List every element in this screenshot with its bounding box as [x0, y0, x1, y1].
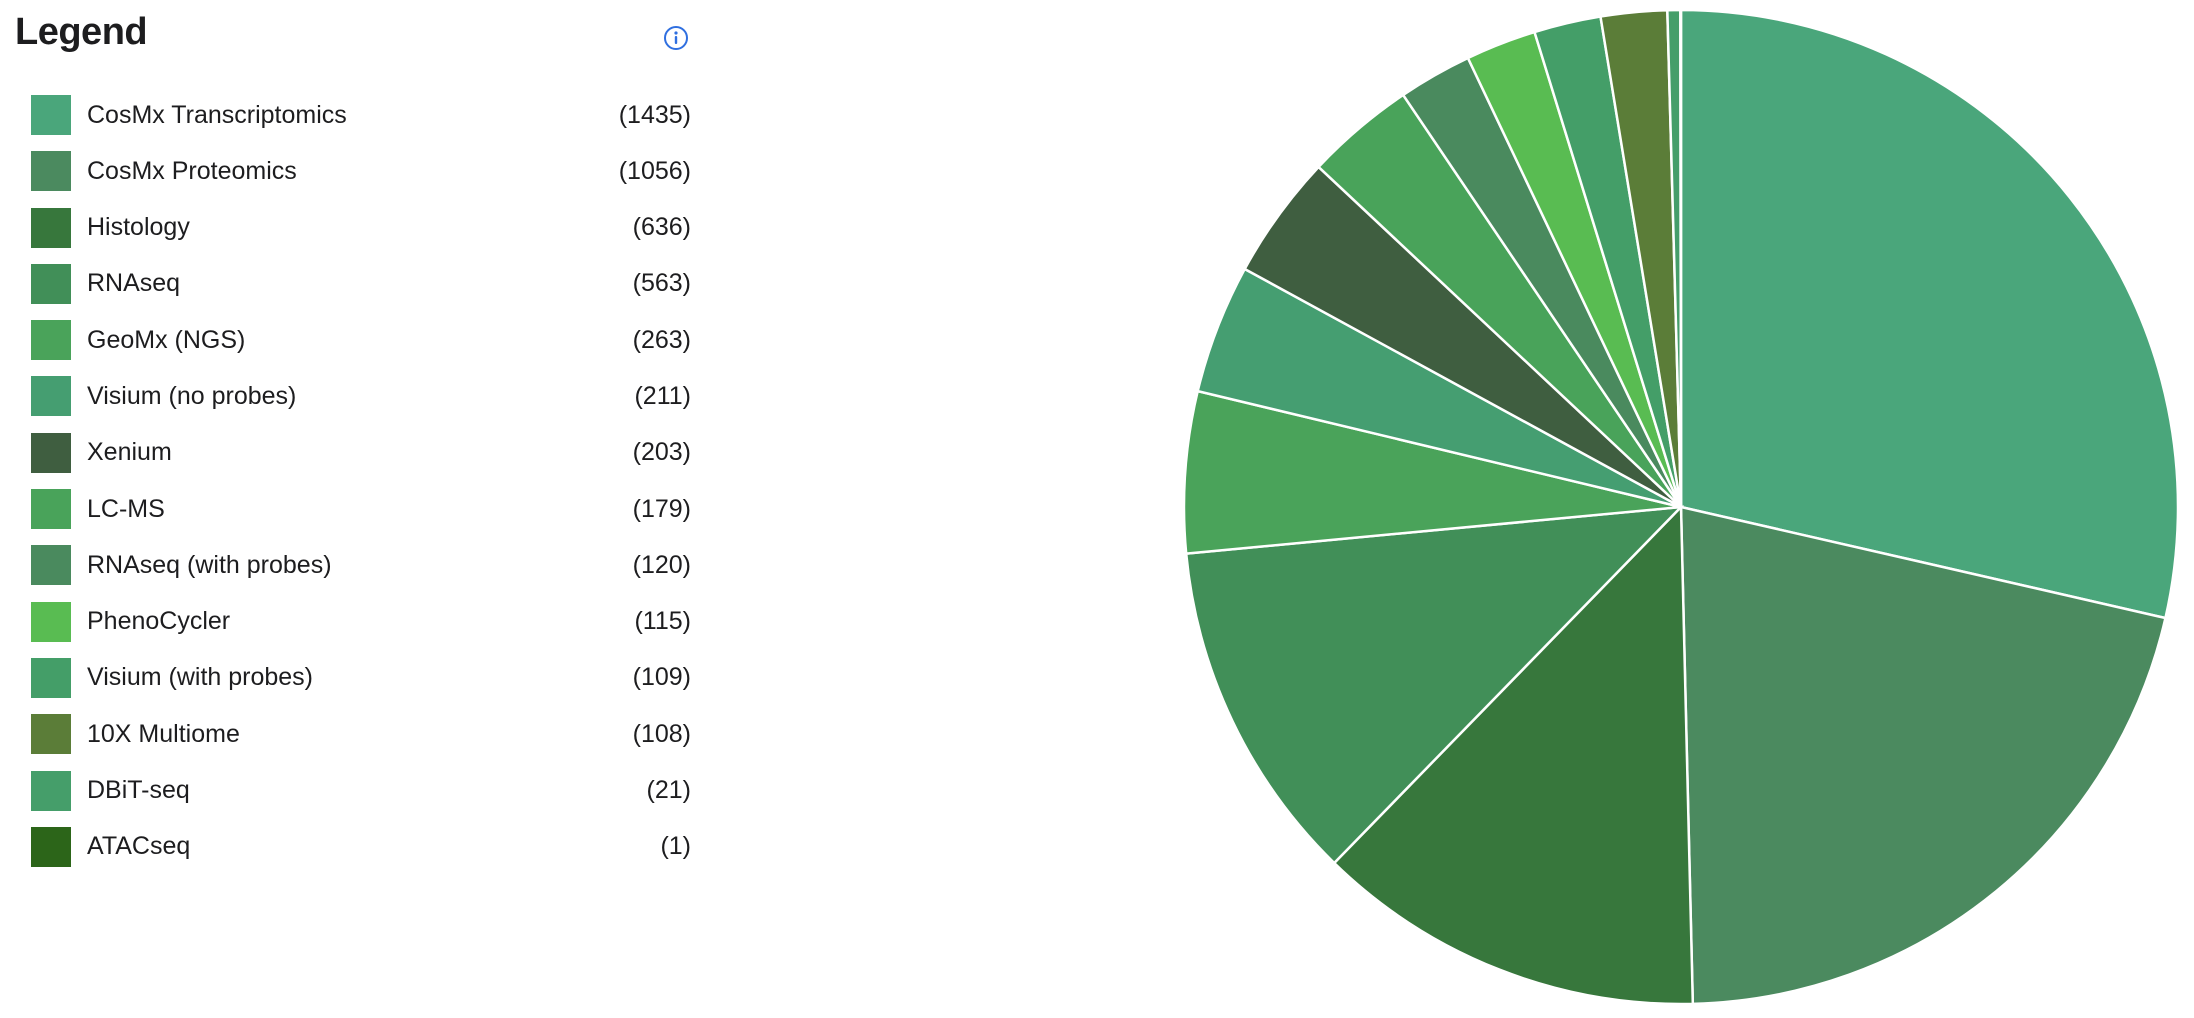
info-circle-icon	[664, 26, 688, 50]
legend-item-label: Xenium	[87, 438, 172, 467]
legend-item-count: (1056)	[618, 156, 691, 185]
legend-item-count: (21)	[646, 776, 691, 805]
legend-item-label: GeoMx (NGS)	[87, 325, 246, 354]
legend-swatch	[31, 657, 71, 698]
legend-item-label: Visium (with probes)	[87, 663, 314, 692]
legend-swatch	[31, 151, 71, 192]
legend-item-count: (179)	[632, 494, 691, 523]
legend-item[interactable]: GeoMx (NGS) (263)	[31, 320, 691, 361]
legend-swatch	[31, 95, 71, 135]
legend-item-label: CosMx Proteomics	[87, 156, 297, 185]
legend-item[interactable]: PhenoCycler (115)	[31, 601, 691, 642]
legend-swatch	[31, 207, 71, 248]
pie-slice[interactable]	[1184, 505, 1685, 865]
pie-slice[interactable]	[1679, 8, 1683, 508]
legend-swatch	[31, 320, 71, 361]
legend-panel: Legend CosMx Transcriptomics (1435) CosMx…	[0, 0, 700, 1018]
legend-item-count: (563)	[632, 269, 691, 298]
pie-chart	[1170, 0, 2194, 1018]
legend-item-label: LC-MS	[87, 494, 165, 523]
legend-item-count: (211)	[634, 381, 691, 410]
legend-swatch	[31, 714, 71, 755]
legend-item-label: DBiT-seq	[87, 776, 190, 805]
legend-item-label: Histology	[87, 213, 190, 242]
legend-swatch	[31, 545, 71, 586]
legend-item-label: Visium (no probes)	[87, 381, 297, 410]
legend-item[interactable]: RNAseq (with probes) (120)	[31, 545, 691, 586]
legend-item-count: (1)	[660, 832, 691, 861]
legend-item-label: PhenoCycler	[87, 607, 231, 636]
legend-title: Legend	[15, 11, 148, 53]
legend-item[interactable]: 10X Multiome (108)	[31, 714, 691, 755]
legend-item-label: 10X Multiome	[87, 719, 240, 748]
legend-item[interactable]: ATACseq (1)	[31, 826, 691, 867]
legend-item[interactable]: LC-MS (179)	[31, 489, 691, 530]
legend-swatch	[31, 376, 71, 417]
legend-item-count: (109)	[632, 663, 691, 692]
legend-item[interactable]: Visium (with probes) (109)	[31, 657, 691, 698]
legend-item-label: ATACseq	[87, 832, 191, 861]
legend-item-label: RNAseq	[87, 269, 181, 298]
legend-item-count: (108)	[632, 719, 691, 748]
legend-item-count: (203)	[632, 438, 691, 467]
legend-item[interactable]: Xenium (203)	[31, 432, 691, 473]
legend-swatch	[31, 826, 71, 867]
legend-list: CosMx Transcriptomics (1435) CosMx Proteo…	[31, 95, 691, 883]
legend-item-count: (120)	[632, 550, 691, 579]
legend-swatch	[31, 601, 71, 642]
legend-item-count: (115)	[634, 607, 691, 636]
legend-item-count: (636)	[632, 213, 691, 242]
legend-item[interactable]: DBiT-seq (21)	[31, 770, 691, 811]
pie-slice[interactable]	[1332, 503, 1695, 1006]
pie-slice[interactable]	[1679, 8, 2180, 620]
legend-item-label: RNAseq (with probes)	[87, 550, 332, 579]
pie-slice[interactable]	[1182, 389, 1682, 555]
legend-item[interactable]: CosMx Transcriptomics (1435)	[31, 95, 691, 135]
legend-swatch	[31, 432, 71, 473]
info-button[interactable]	[663, 25, 689, 51]
legend-item-count: (1435)	[618, 100, 691, 129]
pie-slice[interactable]	[1679, 505, 2167, 1006]
legend-swatch	[31, 263, 71, 304]
pie-chart-svg	[1182, 8, 2180, 1006]
legend-item-label: CosMx Transcriptomics	[87, 100, 347, 129]
legend-item[interactable]: RNAseq (563)	[31, 263, 691, 304]
legend-swatch	[31, 489, 71, 530]
legend-item[interactable]: Visium (no probes) (211)	[31, 376, 691, 417]
legend-item[interactable]: Histology (636)	[31, 207, 691, 248]
legend-item-count: (263)	[632, 325, 691, 354]
legend-swatch	[31, 770, 71, 811]
legend-item[interactable]: CosMx Proteomics (1056)	[31, 151, 691, 192]
